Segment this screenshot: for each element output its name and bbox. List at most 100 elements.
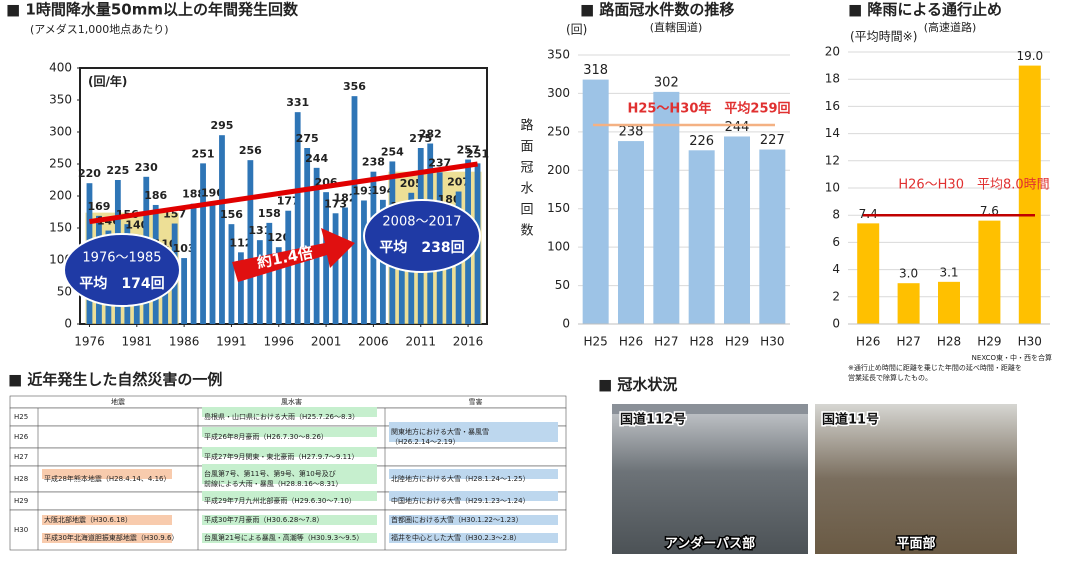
cell-text: 北陸地方における大雪（H28.1.24～1.25） [391,474,530,483]
chart-title: ■ 降雨による通行止め [848,1,1002,19]
y-tick-label: 0 [64,317,72,331]
bar [1018,65,1041,324]
y-tick-label: 350 [49,93,72,107]
bar [209,202,216,324]
table-title: ■ 近年発生した自然災害の一例 [8,371,222,389]
y-tick-label: 16 [825,99,840,113]
bar [219,135,225,324]
x-tick-label: H29 [977,335,1001,349]
y-tick-label: 50 [555,278,570,292]
cell-text: 台風第21号による暴風・高潮等（H30.9.3～9.5） [204,533,363,542]
cell-text: 平成29年7月九州北部豪雨（H29.6.30～7.10） [204,496,356,505]
bar [938,281,960,324]
y-tick-label: 50 [57,285,72,299]
chart-subtitle: (アメダス1,000地点あたり) [30,22,169,36]
x-tick-label: 1976 [74,335,105,349]
photo-title: 国道11号 [822,412,879,428]
photo-sky [612,404,808,414]
value-label: 302 [654,75,679,90]
x-tick-label: 2001 [311,335,342,349]
bar [238,252,244,324]
table-header: 雪害 [469,397,483,406]
x-tick-label: H26 [856,335,880,349]
y-unit: (平均時間※) [850,30,917,44]
chart-title: ■ 1時間降水量50mm以上の年間発生回数 [6,1,299,19]
y-unit: (回) [566,23,587,37]
value-label: 318 [583,63,608,78]
x-tick-label: 2006 [358,335,389,349]
x-tick-label: 2016 [453,335,484,349]
cell-text: 平成30年北海道胆振東部地震（H30.9.6） [44,533,178,542]
y-tick-label: 150 [547,201,570,215]
row-label: H28 [14,475,28,483]
bar [181,258,188,324]
x-tick-label: 1981 [122,335,153,349]
cell-text: 中国地方における大雪（H29.1.23～1.24） [391,496,530,505]
photo-caption: 平面部 [896,536,935,552]
value-label: 295 [210,119,233,132]
value-label: 19.0 [1016,49,1043,63]
value-label: 244 [725,120,750,135]
y-tick-label: 150 [49,221,72,235]
x-tick-label: H28 [690,335,714,349]
value-label: 257 [457,144,480,157]
value-label: 120 [267,231,290,244]
bar [228,224,235,324]
value-label: 356 [343,80,366,93]
cell-highlight [202,464,377,484]
bar [285,210,292,324]
photo-image [815,404,1017,554]
cell-highlight [202,515,377,525]
value-label: 177 [277,195,300,208]
value-label: 251 [192,147,215,160]
bar [688,150,715,324]
value-label: 251 [466,147,489,160]
value-label: 186 [144,189,167,202]
cell-text: 平成30年7月豪雨（H30.6.28～7.8） [204,515,323,524]
cell-highlight [42,515,172,525]
value-label: 275 [296,132,319,145]
y-tick-label: 12 [825,153,840,167]
x-tick-label: 1986 [169,335,200,349]
x-tick-label: H27 [896,335,920,349]
bar [266,222,273,324]
value-label: 225 [106,164,129,177]
row-label: H29 [14,497,28,505]
y-unit: (回/年) [88,74,127,89]
y-tick-label: 0 [562,317,570,331]
bar [653,91,680,325]
footnote: NEXCO東・中・西を合算 [972,353,1052,362]
cell-highlight [202,427,377,437]
x-tick-label: H30 [1018,335,1042,349]
bar [247,160,254,324]
y-tick-label: 2 [832,289,840,303]
cell-highlight [42,533,172,543]
y-tick-label: 14 [825,126,840,140]
value-label: 275 [409,132,432,145]
x-tick-label: H27 [654,335,678,349]
bar [304,148,311,324]
cell-highlight [389,422,558,442]
annotation-ellipse [63,233,181,307]
value-label: 244 [305,152,328,165]
bar [582,79,609,324]
value-label: 158 [258,207,281,220]
value-label: 226 [689,134,714,149]
photo-caption: アンダーパス部 [665,536,755,552]
row-label: H30 [14,526,28,534]
cell-text: （H26.2.14～2.19） [391,438,460,446]
annotation: 平均 238回 [379,239,464,256]
row-label: H25 [14,413,28,421]
reference-label: H25～H30年 平均259回 [627,100,790,116]
cell-highlight [202,491,377,501]
cell-highlight [389,515,558,525]
y-tick-label: 350 [547,48,570,62]
value-label: 3.0 [899,267,918,281]
chart-subtitle: (高速道路) [924,20,977,34]
photos-title: ■ 冠水状況 [598,376,677,394]
value-label: 7.4 [859,207,878,221]
bar [323,192,329,324]
y-tick-label: 20 [825,45,840,59]
y-tick-label: 300 [547,86,570,100]
y-tick-label: 100 [547,240,570,254]
